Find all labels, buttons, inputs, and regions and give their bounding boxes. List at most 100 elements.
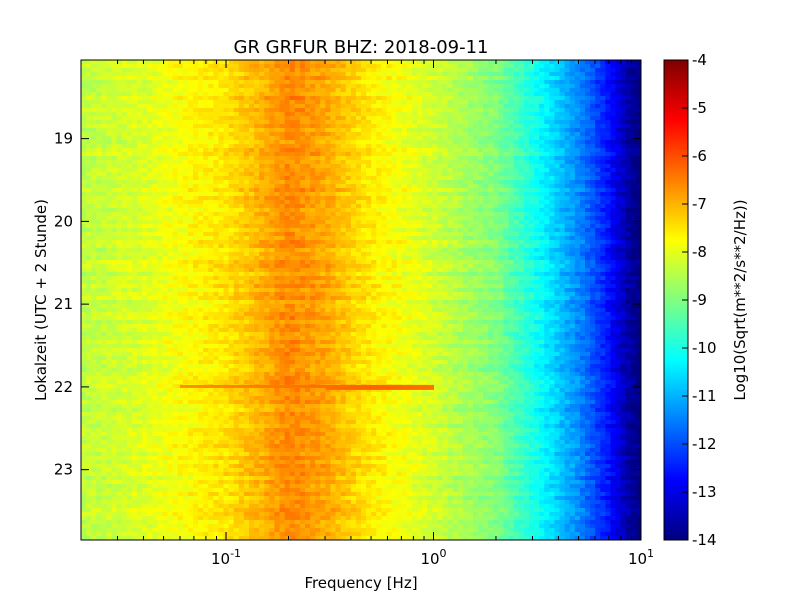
heatmap-cell [254,156,260,161]
heatmap-cell [569,200,576,205]
heatmap-cell [187,124,194,129]
heatmap-cell [605,100,612,105]
heatmap-cell [284,60,291,65]
heatmap-cell [147,68,153,73]
heatmap-cell [513,128,520,133]
heatmap-cell [427,96,433,101]
heatmap-cell [381,148,388,153]
heatmap-cell [574,204,581,209]
heatmap-cell [315,140,321,145]
heatmap-cell [325,200,332,205]
heatmap-cell [478,84,484,89]
heatmap-cell [243,196,250,201]
heatmap-cell [111,164,118,169]
heatmap-cell [315,228,321,233]
heatmap-cell [539,88,545,93]
heatmap-cell [579,236,586,241]
heatmap-cell [432,68,438,73]
heatmap-cell [340,116,347,121]
heatmap-cell [320,220,326,225]
heatmap-cell [366,204,372,209]
heatmap-cell [585,156,591,161]
heatmap-cell [635,64,641,69]
heatmap-cell [126,236,133,241]
heatmap-cell [172,164,179,169]
heatmap-cell [396,144,403,149]
heatmap-cell [483,212,489,217]
heatmap-cell [172,72,179,77]
heatmap-cell [157,64,164,69]
heatmap-cell [534,168,540,173]
heatmap-cell [523,200,530,205]
heatmap-cell [386,124,393,129]
heatmap-cell [330,212,337,217]
heatmap-cell [233,228,240,233]
heatmap-cell [233,108,240,113]
heatmap-cell [437,104,444,109]
heatmap-cell [473,136,479,141]
heatmap-cell [340,220,347,225]
heatmap-cell [452,152,459,157]
heatmap-cell [635,156,641,161]
heatmap-cell [299,104,306,109]
heatmap-cell [523,96,530,101]
heatmap-cell [152,200,158,205]
heatmap-cell [101,104,108,109]
heatmap-cell [371,80,377,85]
heatmap-cell [473,68,479,73]
heatmap-cell [264,172,270,177]
heatmap-cell [508,152,515,157]
heatmap-cell [340,100,347,105]
heatmap-cell [513,72,520,77]
heatmap-cell [162,112,169,117]
heatmap-cell [193,212,199,217]
heatmap-cell [600,212,606,217]
heatmap-cell [340,200,347,205]
heatmap-cell [289,64,296,69]
heatmap-cell [442,84,449,89]
heatmap-cell [549,144,556,149]
heatmap-cell [259,136,265,141]
heatmap-cell [539,72,545,77]
heatmap-cell [350,224,357,229]
heatmap-cell [401,180,408,185]
heatmap-cell [264,228,270,233]
heatmap-cell [462,112,469,117]
heatmap-cell [335,156,342,161]
heatmap-cell [86,208,92,213]
heatmap-cell [595,156,601,161]
heatmap-cell [488,232,494,237]
heatmap-cell [264,232,270,237]
heatmap-cell [198,212,204,217]
heatmap-cell [116,132,123,137]
heatmap-cell [91,216,97,221]
heatmap-cell [203,80,209,85]
heatmap-cell [315,60,321,65]
heatmap-cell [462,144,469,149]
heatmap-cell [335,220,342,225]
heatmap-cell [483,144,489,149]
heatmap-cell [432,144,438,149]
heatmap-cell [345,92,352,97]
heatmap-cell [437,180,444,185]
heatmap-cell [595,200,601,205]
heatmap-cell [605,124,612,129]
heatmap-cell [422,112,428,117]
heatmap-cell [299,168,306,173]
heatmap-cell [299,204,306,209]
heatmap-cell [142,88,148,93]
heatmap-cell [462,72,469,77]
heatmap-cell [432,196,438,201]
heatmap-cell [147,168,153,173]
heatmap-cell [620,192,627,197]
heatmap-cell [172,220,179,225]
heatmap-cell [218,196,225,201]
heatmap-cell [549,236,556,241]
heatmap-cell [218,60,225,65]
heatmap-cell [386,148,393,153]
heatmap-cell [569,128,576,133]
heatmap-cell [116,120,123,125]
heatmap-cell [600,164,606,169]
heatmap-cell [391,204,398,209]
heatmap-cell [238,212,245,217]
